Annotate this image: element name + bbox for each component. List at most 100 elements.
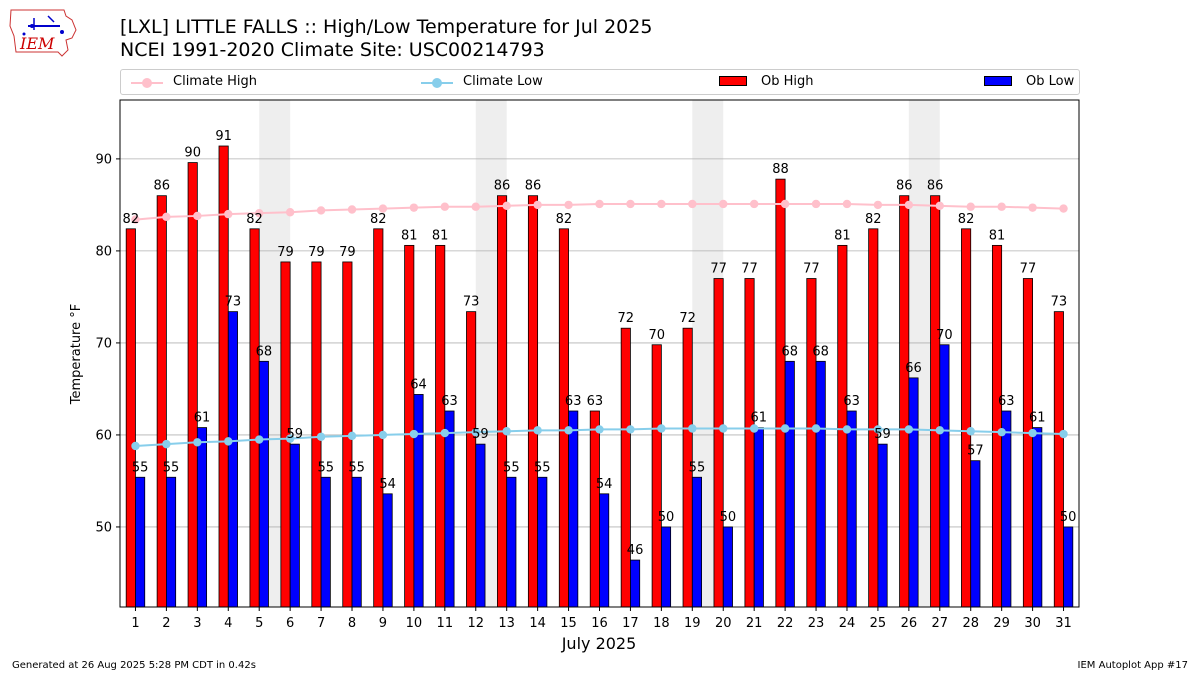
climate-low-point <box>997 427 1006 437</box>
climate-high-point <box>316 206 326 215</box>
ob-low-value-label: 50 <box>1060 510 1077 525</box>
ob-high-bar <box>497 195 508 608</box>
ob-high-bar <box>930 195 941 608</box>
logo-text: IEM <box>19 34 55 53</box>
x-axis-label: July 2025 <box>561 634 637 653</box>
climate-high-point <box>409 203 419 212</box>
climate-high-point <box>997 202 1006 211</box>
climate-high-point <box>780 199 790 209</box>
x-tick-label: 8 <box>348 616 356 631</box>
ob-high-value-label: 77 <box>710 262 727 277</box>
ob-high-bar <box>527 195 539 608</box>
ob-high-value-label: 81 <box>834 228 851 243</box>
ob-high-value-label: 81 <box>432 228 449 243</box>
climate-low-point <box>162 439 171 449</box>
climate-low-point <box>626 425 635 434</box>
ob-low-value-label: 50 <box>720 510 737 525</box>
climate-low-point <box>255 435 264 444</box>
ob-low-value-label: 63 <box>843 394 860 409</box>
legend: Climate High Climate Low Ob High Ob Low <box>120 69 1080 95</box>
data-labels: 82 55 86 55 90 61 91 73 82 68 79 59 79 55 79 55 82 54 81 64… <box>123 129 1077 558</box>
x-tick-label: 23 <box>808 616 825 631</box>
app-id: IEM Autoplot App #17 <box>1077 660 1188 671</box>
ob-low-value-label: 54 <box>379 477 396 492</box>
ob-low-bar <box>815 360 826 608</box>
ob-low-value-label: 54 <box>596 477 613 492</box>
ob-high-value-label: 90 <box>184 146 201 161</box>
ob-low-value-label: 61 <box>1029 411 1046 426</box>
ob-low-bar <box>1001 410 1012 608</box>
climate-low-point <box>873 425 883 434</box>
ob-high-bar <box>620 327 631 608</box>
x-tick-label: 2 <box>162 616 170 631</box>
climate-high-point <box>378 204 388 213</box>
ob-high-value-label: 77 <box>1020 262 1037 277</box>
climate-high-point <box>719 199 728 209</box>
ob-low-value-label: 55 <box>503 460 520 475</box>
climate-high-point <box>162 212 171 222</box>
climate-low-point <box>533 426 542 435</box>
ob-low-bar <box>599 493 610 608</box>
climate-low-point <box>811 424 821 433</box>
ob-low-bar <box>382 493 393 608</box>
climate-high-point <box>224 209 233 219</box>
x-tick-label: 7 <box>317 616 325 631</box>
climate-low-point <box>657 424 666 433</box>
ob-low-bar <box>289 443 300 608</box>
ob-high-value-label: 82 <box>123 212 140 227</box>
climate-high-point <box>255 208 264 218</box>
ob-high-bar <box>404 244 415 608</box>
plot-frame <box>119 99 1080 608</box>
x-tick-label: 29 <box>993 616 1010 631</box>
ob-low-value-label: 61 <box>194 411 211 426</box>
ob-low-bar <box>506 476 517 608</box>
climate-high-point <box>966 202 975 211</box>
legend-label-ob-low: Ob Low <box>1026 74 1075 89</box>
ob-high-value-label: 86 <box>927 179 944 194</box>
ob-high-value-label: 86 <box>896 179 913 194</box>
x-tick-label: 16 <box>591 616 608 631</box>
ob-high-value-label: 86 <box>525 179 542 194</box>
ob-low-value-label: 55 <box>132 460 149 475</box>
climate-low-point <box>966 427 975 436</box>
climate-high-point <box>471 202 480 211</box>
ob-low-swatch <box>984 76 1012 86</box>
ob-low-bar <box>413 394 424 608</box>
climate-high-point <box>347 205 357 214</box>
climate-low-point <box>502 427 511 436</box>
ob-low-bar <box>877 443 888 608</box>
ob-low-bar <box>1032 427 1043 608</box>
ob-high-bar <box>806 278 817 608</box>
ob-low-bar <box>475 443 486 608</box>
y-tick-label: 90 <box>95 152 112 167</box>
x-tick-label: 10 <box>406 616 423 631</box>
x-tick-label: 19 <box>684 616 701 631</box>
ob-low-bar <box>970 460 981 608</box>
ob-low-value-label: 55 <box>534 460 551 475</box>
ob-low-value-label: 63 <box>565 394 582 409</box>
ob-high-value-label: 72 <box>618 311 635 326</box>
x-tick-label: 27 <box>932 616 949 631</box>
iem-logo-graphic: IEM <box>9 9 77 57</box>
climate-low-point <box>719 424 728 433</box>
x-tick-label: 17 <box>622 616 639 631</box>
ob-high-value-label: 79 <box>277 245 294 260</box>
ob-high-value-label: 82 <box>958 212 975 227</box>
ob-low-bar <box>722 526 733 608</box>
ob-high-value-label: 73 <box>463 295 480 310</box>
ob-high-swatch <box>719 76 747 86</box>
ob-low-value-label: 55 <box>317 460 334 475</box>
ob-high-value-label: 79 <box>339 245 356 260</box>
x-tick-label: 20 <box>715 616 732 631</box>
climate-high-point <box>564 200 573 210</box>
climate-high-point <box>533 200 542 210</box>
climate-low-point <box>780 424 790 433</box>
climate-low-point <box>409 429 419 439</box>
ob-low-value-label: 70 <box>936 328 953 343</box>
climate-high-point <box>873 200 883 210</box>
climate-low-point <box>842 425 852 434</box>
ob-low-value-label: 68 <box>812 344 829 359</box>
ob-high-bar <box>589 410 600 608</box>
x-tick-label: 18 <box>653 616 670 631</box>
climate-low-point <box>564 426 573 435</box>
